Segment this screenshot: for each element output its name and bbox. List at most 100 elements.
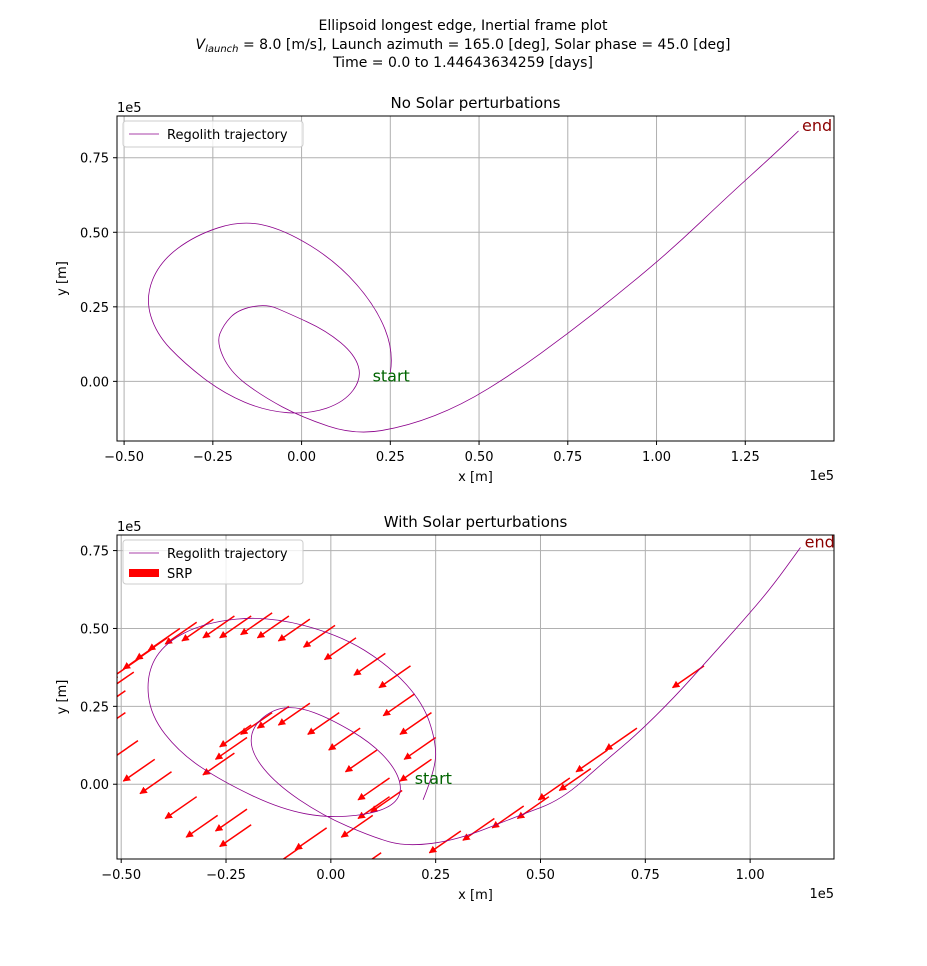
srp-arrow: [357, 796, 390, 820]
srp-arrow: [164, 621, 198, 645]
srp-arrow: [214, 736, 248, 760]
y-tick-label: 0.00: [80, 375, 109, 390]
srp-arrow: [357, 777, 390, 801]
tick-marks: −0.50 −0.25 0.00 0.25 0.50 0.75 1.00 1.25 0.00 0.…: [80, 152, 760, 465]
x-tick-label: 0.50: [526, 868, 555, 883]
srp-arrow: [462, 817, 495, 841]
srp-arrow: [117, 739, 139, 757]
x-tick-label: −0.50: [101, 868, 141, 883]
subplot-no-solar: −0.50 −0.25 0.00 0.25 0.50 0.75 1.00 1.25 0.00 0.…: [55, 94, 835, 485]
srp-arrow: [277, 702, 311, 726]
x-tick-label: 0.00: [316, 868, 345, 883]
x-tick-label: 0.25: [376, 450, 405, 465]
legend: Regolith trajectory: [122, 120, 304, 148]
subplot-title: No Solar perturbations: [391, 94, 561, 112]
vlaunch-subscript: launch: [205, 44, 238, 55]
srp-arrow: [294, 827, 328, 851]
srp-arrow: [428, 830, 462, 854]
srp-arrow: [323, 637, 357, 661]
y-tick-label: 0.75: [80, 545, 109, 560]
regolith-trajectory-line: [148, 130, 799, 433]
srp-arrow: [370, 789, 403, 813]
srp-arrow: [202, 752, 235, 776]
x-tick-label: 1.00: [736, 868, 765, 883]
srp-arrow: [277, 618, 311, 642]
srp-arrow: [558, 768, 592, 792]
srp-arrow: [240, 711, 273, 736]
y-tick-label: 0.50: [80, 226, 109, 241]
x-tick-label: 1.25: [731, 450, 760, 465]
regolith-trajectory-line: [147, 547, 801, 846]
srp-arrow: [399, 758, 432, 782]
end-annotation: end: [805, 532, 835, 551]
srp-arrow: [340, 814, 374, 838]
srp-arrows: [117, 612, 705, 859]
plot-area: [148, 130, 799, 433]
y-scale-label: 1e5: [117, 520, 142, 535]
y-axis-label: y [m]: [55, 261, 70, 296]
srp-arrow: [139, 771, 172, 795]
y-tick-label: 0.75: [80, 152, 109, 167]
legend-srp-swatch: [129, 569, 159, 577]
grid-lines: [117, 535, 834, 859]
y-axis-label: y [m]: [55, 680, 70, 715]
title-line2-rest: = 8.0 [m/s], Launch azimuth = 165.0 [deg…: [239, 37, 731, 53]
figure-title-line2: Vlaunch = 8.0 [m/s], Launch azimuth = 16…: [196, 37, 731, 55]
subplot-title: With Solar perturbations: [384, 513, 568, 531]
x-scale-label: 1e5: [809, 887, 834, 902]
x-axis-label: x [m]: [458, 470, 493, 485]
srp-arrow: [117, 671, 135, 685]
x-tick-label: 0.00: [287, 450, 316, 465]
srp-arrow: [256, 615, 290, 639]
srp-arrow: [417, 858, 419, 859]
x-tick-label: −0.25: [206, 868, 246, 883]
srp-arrow: [353, 652, 386, 676]
y-tick-label: 0.25: [80, 301, 109, 316]
y-tick-label: 0.00: [80, 778, 109, 793]
x-axis-label: x [m]: [458, 888, 493, 903]
legend: Regolith trajectory SRP: [122, 539, 304, 585]
y-scale-label: 1e5: [117, 101, 142, 116]
srp-arrow: [219, 724, 252, 748]
tick-marks: −0.50 −0.25 0.00 0.25 0.50 0.75 1.00 0.00 0.25 0.…: [80, 545, 765, 883]
srp-arrow: [256, 705, 290, 729]
x-tick-label: 0.50: [465, 450, 494, 465]
plot-area: [117, 547, 801, 859]
srp-arrow: [403, 736, 437, 760]
figure-title-line3: Time = 0.0 to 1.44643634259 [days]: [332, 55, 593, 71]
srp-arrow: [370, 852, 382, 859]
srp-arrow: [378, 665, 411, 689]
x-scale-label: 1e5: [809, 469, 834, 484]
x-tick-label: 0.75: [553, 450, 582, 465]
srp-arrow: [181, 618, 214, 642]
srp-arrow: [328, 727, 361, 751]
grid-lines: [117, 116, 834, 441]
srp-arrow: [302, 624, 336, 648]
srp-arrow: [185, 814, 219, 838]
srp-arrow: [307, 711, 340, 736]
legend-label-srp: SRP: [167, 567, 192, 582]
srp-arrow: [219, 615, 252, 639]
srp-arrow: [117, 655, 143, 679]
start-annotation: start: [415, 769, 452, 788]
srp-arrow: [537, 777, 571, 801]
srp-arrow: [214, 808, 248, 832]
srp-arrow: [164, 796, 198, 820]
x-tick-label: −0.25: [193, 450, 233, 465]
legend-label-trajectory: Regolith trajectory: [167, 128, 288, 143]
legend-label-trajectory: Regolith trajectory: [167, 547, 288, 562]
figure-title: Ellipsoid longest edge, Inertial frame p…: [196, 18, 731, 71]
legend-box: [122, 120, 304, 148]
x-tick-label: 1.00: [642, 450, 671, 465]
start-annotation: start: [373, 366, 410, 385]
x-tick-label: 0.75: [631, 868, 660, 883]
srp-arrow: [344, 749, 378, 773]
srp-arrow: [671, 665, 705, 689]
axes-frame: [116, 115, 835, 442]
srp-arrow: [240, 612, 273, 636]
x-tick-label: −0.50: [104, 450, 144, 465]
vlaunch-symbol: V: [196, 37, 207, 53]
srp-arrow: [282, 845, 302, 859]
subplot-with-solar: −0.50 −0.25 0.00 0.25 0.50 0.75 1.00 0.00 0.25 0.…: [55, 513, 835, 903]
